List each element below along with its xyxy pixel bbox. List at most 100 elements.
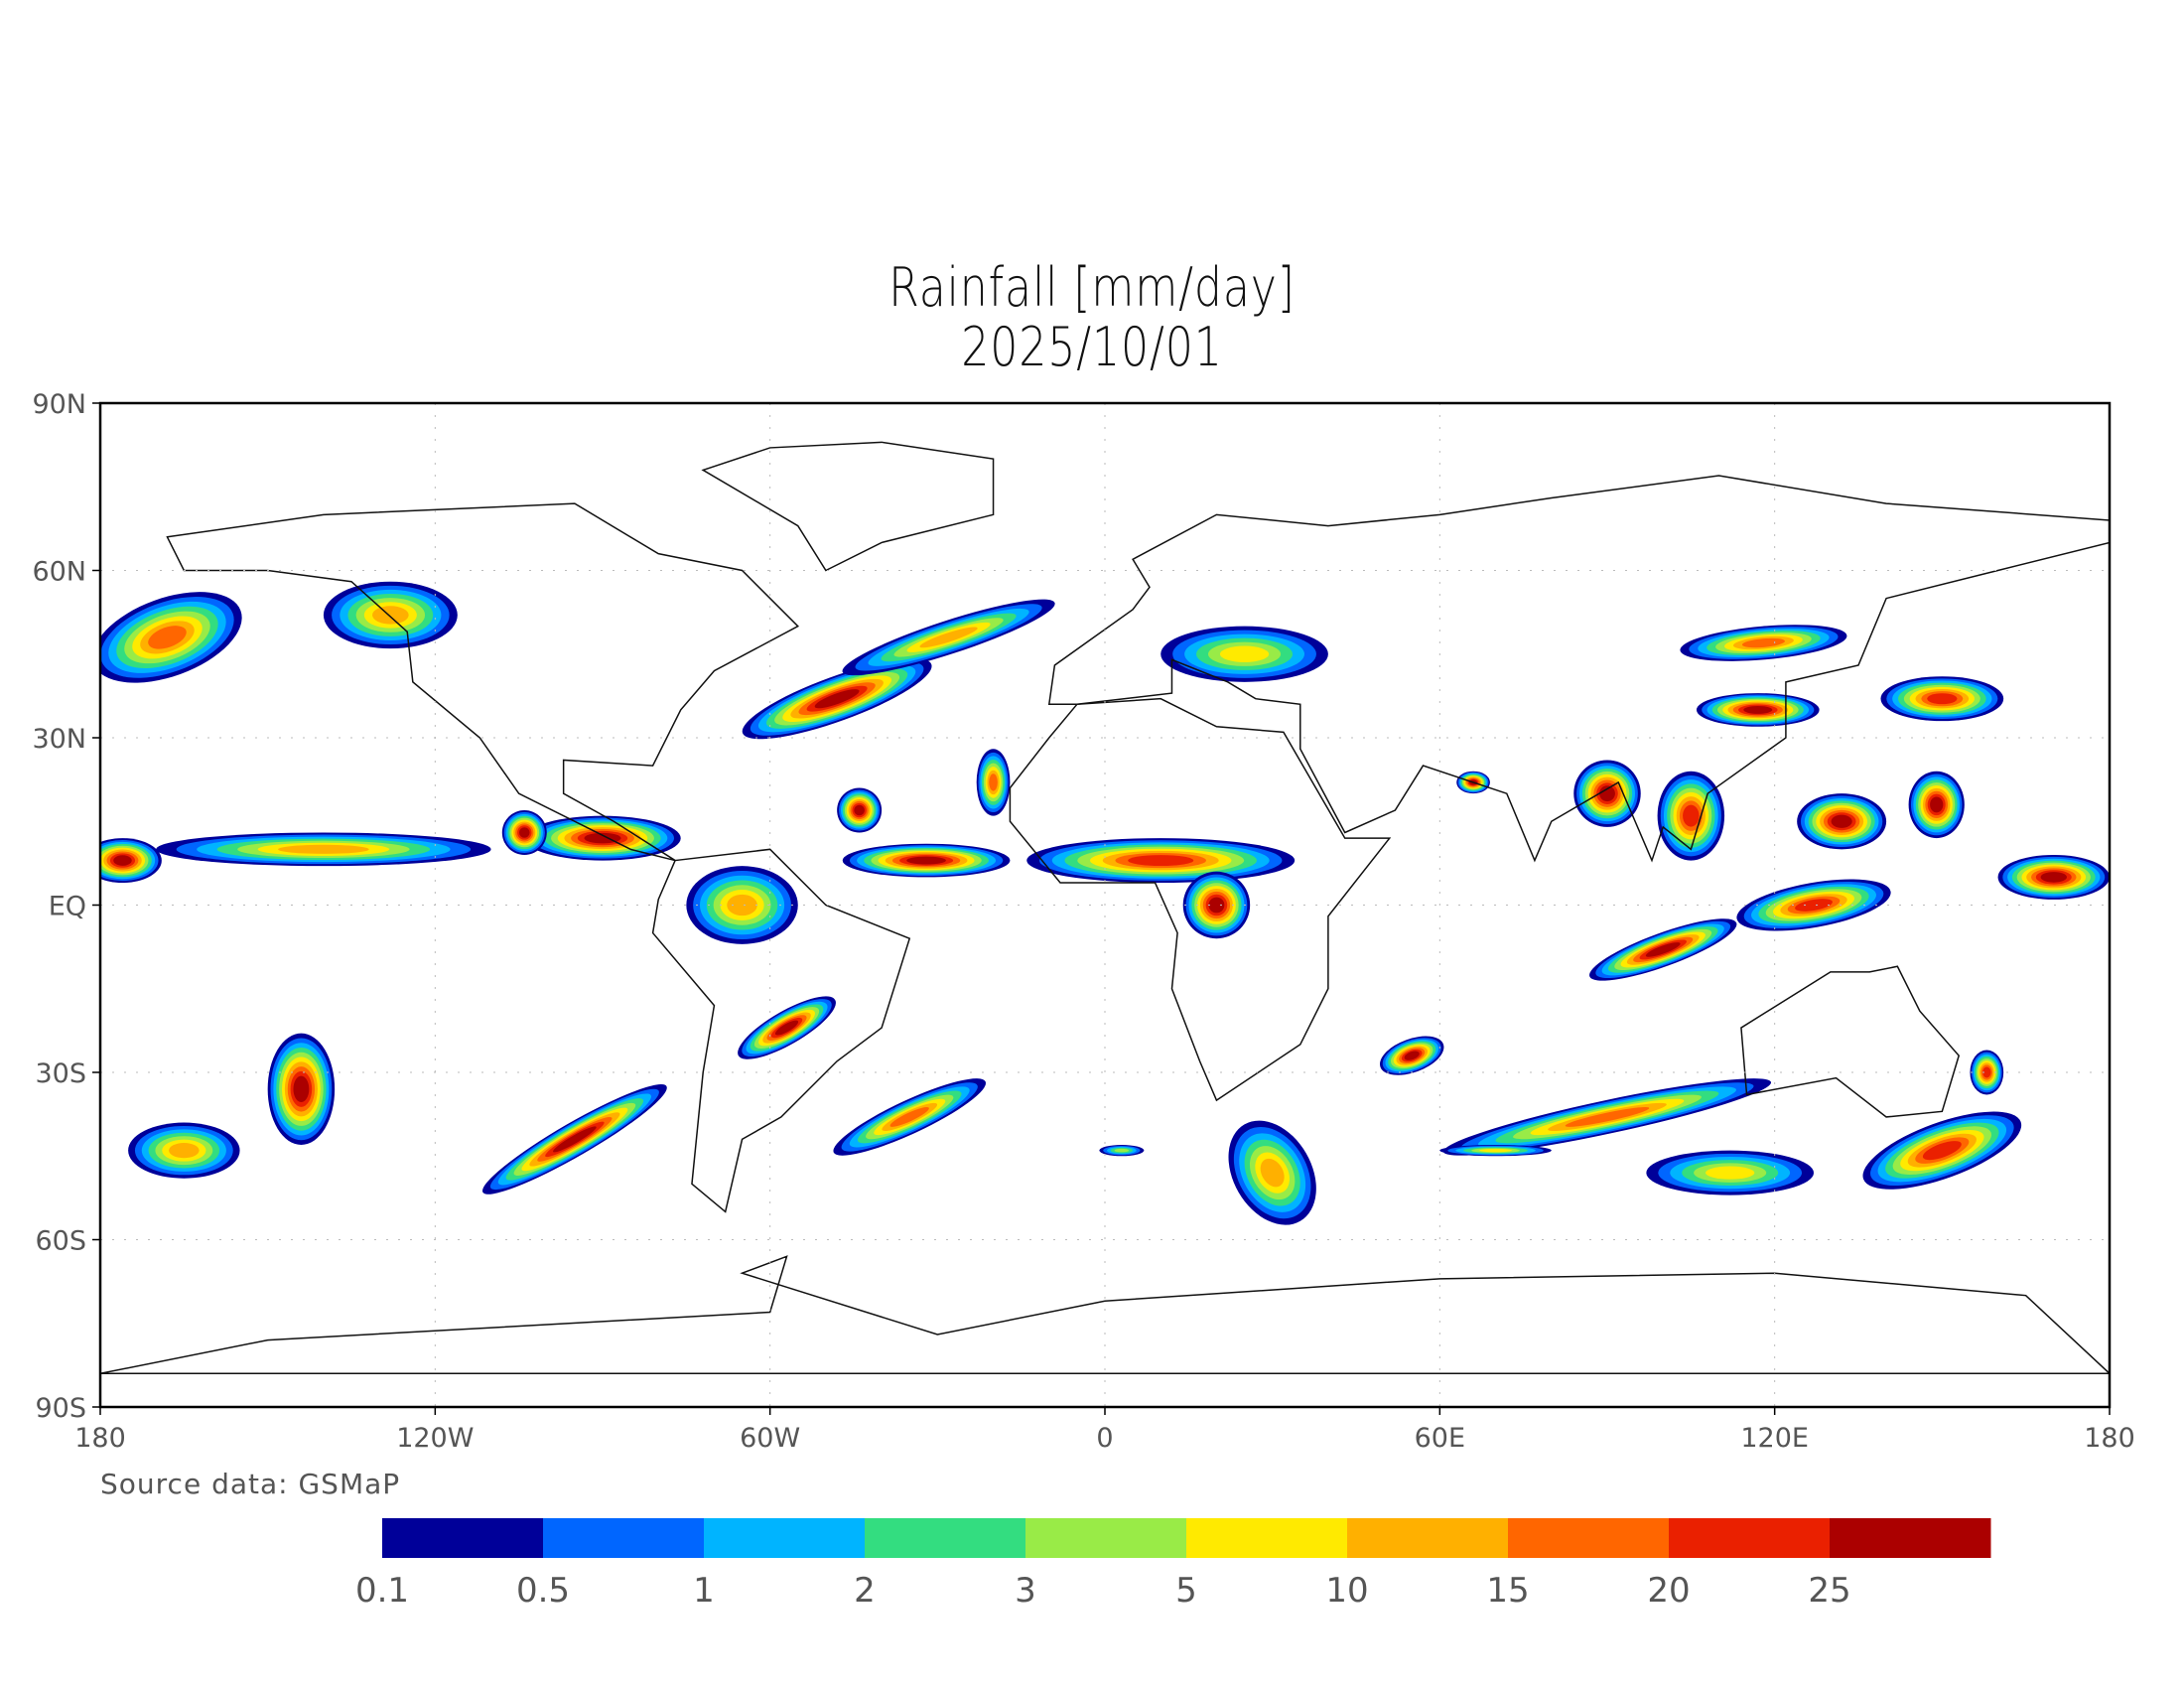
rain-cell-level-9 <box>1930 796 1944 813</box>
y-tick-label: 30N <box>32 724 86 755</box>
rain-cell-level-6 <box>372 606 409 625</box>
source-note: Source data: GSMaP <box>100 1468 401 1500</box>
rain-layer <box>100 581 2110 1225</box>
coastline <box>1047 475 2110 863</box>
rain-feature <box>1736 879 1891 931</box>
colorbar-label: 0.5 <box>516 1571 570 1611</box>
rain-feature <box>1182 871 1251 939</box>
axes: 180 120W 60W 0 60E 120E 180 90N 60N 30N EQ 30S 60S 90… <box>32 389 2134 1454</box>
rain-cell-level-9 <box>1208 897 1225 914</box>
rain-cell-level-8 <box>1922 1141 1962 1161</box>
colorbar-label: 1 <box>693 1571 715 1611</box>
rain-cell-level-5 <box>1219 645 1270 662</box>
y-tick-label: 90N <box>32 389 86 420</box>
colorbar-label: 3 <box>1015 1571 1036 1611</box>
rain-cell-level-7 <box>989 774 998 791</box>
rain-feature <box>156 832 491 867</box>
rain-feature <box>1160 626 1328 682</box>
colorbar-swatch <box>1025 1518 1187 1558</box>
rain-feature <box>842 599 1055 676</box>
rain-cell-level-7 <box>1741 637 1785 648</box>
rain-cell-level-5 <box>1479 1148 1512 1153</box>
rain-cell-level-9 <box>1831 814 1852 828</box>
rain-feature <box>1439 1145 1552 1157</box>
rain-cell-level-9 <box>293 1075 310 1103</box>
rain-cell-level-8 <box>1982 1066 1991 1078</box>
y-tick-label: 90S <box>36 1393 87 1424</box>
rain-feature <box>842 843 1011 878</box>
rain-cell-level-8 <box>1927 693 1958 705</box>
rain-cell-level-9 <box>519 827 530 838</box>
chart-date: 2025/10/01 <box>961 316 1223 378</box>
rain-cell-level-4 <box>1114 1148 1130 1153</box>
rain-feature <box>1908 771 1965 839</box>
rain-cell-level-5 <box>1706 1166 1755 1180</box>
rain-feature <box>1589 918 1737 981</box>
rain-feature <box>481 1084 667 1195</box>
colorbar-swatch <box>1186 1518 1348 1558</box>
rain-cell-level-9 <box>553 1126 597 1153</box>
rain-feature <box>1026 838 1296 884</box>
rain-cell-level-8 <box>1795 899 1833 912</box>
rain-feature <box>1573 760 1641 827</box>
y-tick-label: EQ <box>49 892 86 922</box>
coastline <box>1740 965 1961 1118</box>
colorbar-label: 10 <box>1325 1571 1368 1611</box>
y-tick-label: 60N <box>32 557 86 588</box>
rain-cell-level-8 <box>1683 804 1700 827</box>
colorbar-swatch <box>1347 1518 1509 1558</box>
rain-feature <box>1797 793 1887 850</box>
y-tick-label: 30S <box>36 1058 87 1089</box>
colorbar-swatch <box>1508 1518 1670 1558</box>
rain-feature <box>686 866 798 944</box>
rain-feature <box>128 1122 240 1179</box>
colorbar-label: 25 <box>1808 1571 1850 1611</box>
coastline <box>701 441 995 572</box>
rain-cell-level-7 <box>148 626 187 649</box>
rain-feature <box>1862 1111 2022 1190</box>
colorbar: 0.1 0.5 1 2 3 5 10 15 20 25 <box>355 1518 1991 1611</box>
rain-feature <box>837 787 883 833</box>
rain-cell-level-9 <box>906 856 946 865</box>
rain-feature <box>1646 1150 1815 1196</box>
coastline <box>651 848 911 1213</box>
rain-feature <box>100 592 242 683</box>
rain-feature <box>742 658 932 740</box>
rain-cell-level-6 <box>727 894 757 916</box>
rain-feature <box>1380 1036 1444 1075</box>
colorbar-swatch <box>1669 1518 1831 1558</box>
coastlines <box>100 441 2110 1375</box>
rain-cell-level-6 <box>169 1143 200 1159</box>
rain-feature <box>524 815 681 861</box>
rain-feature <box>833 1078 986 1156</box>
colorbar-label: 0.1 <box>355 1571 409 1611</box>
rain-cell-level-9 <box>1599 785 1615 802</box>
rain-cell-level-6 <box>278 844 369 854</box>
rain-cell-level-9 <box>1645 942 1681 957</box>
rain-feature <box>1997 854 2110 900</box>
rain-cell-level-9 <box>2040 872 2067 883</box>
rain-cell-level-7 <box>1565 1107 1650 1127</box>
chart-title: Rainfall [mm/day] <box>888 256 1296 319</box>
colorbar-swatch <box>704 1518 866 1558</box>
coastline <box>100 1255 2110 1375</box>
colorbar-label: 2 <box>854 1571 876 1611</box>
x-tick-label: 180 <box>74 1423 126 1454</box>
rain-feature <box>1680 625 1847 661</box>
rain-cell-level-6 <box>919 627 978 648</box>
colorbar-swatch <box>1830 1518 1991 1558</box>
rain-feature <box>1880 676 2004 722</box>
rain-feature <box>1442 1078 1772 1156</box>
y-tick-label: 60S <box>36 1226 87 1257</box>
rain-cell-level-9 <box>113 855 132 866</box>
colorbar-label: 5 <box>1175 1571 1197 1611</box>
colorbar-label: 15 <box>1486 1571 1529 1611</box>
colorbar-swatch <box>382 1518 544 1558</box>
x-tick-label: 120E <box>1740 1423 1809 1454</box>
rain-feature <box>1696 693 1820 727</box>
x-tick-label: 60E <box>1415 1423 1465 1454</box>
rain-feature <box>501 810 547 855</box>
x-tick-label: 60W <box>740 1423 800 1454</box>
rain-cell-level-6 <box>1260 1158 1285 1188</box>
